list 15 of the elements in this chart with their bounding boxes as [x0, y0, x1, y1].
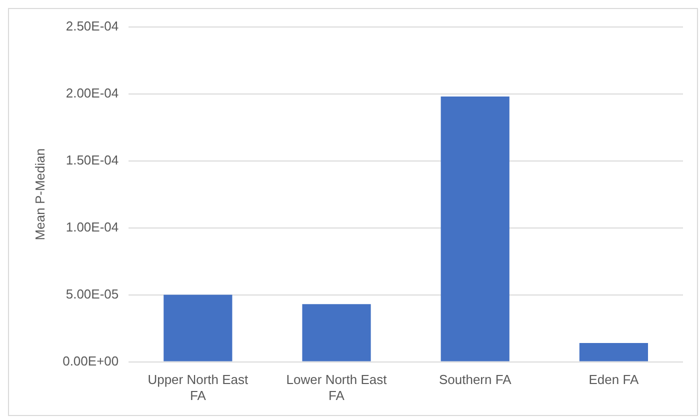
bar	[302, 304, 371, 362]
y-axis-title: Mean P-Median	[32, 148, 48, 240]
x-tick-label: Upper North East FA	[148, 372, 249, 403]
y-tick-label: 1.50E-04	[66, 152, 119, 168]
bar	[164, 294, 232, 362]
x-tick-label: Southern FA	[438, 372, 512, 388]
bar	[579, 343, 648, 362]
y-tick-label: 2.50E-04	[66, 18, 119, 34]
y-tick-label: 2.00E-04	[66, 85, 119, 100]
y-tick-label: 5.00E-05	[66, 286, 119, 302]
bar	[440, 96, 510, 362]
x-tick-label: Eden FA	[588, 372, 639, 388]
y-tick-label: 1.00E-04	[66, 219, 119, 234]
x-tick-label: Lower North East FA	[286, 372, 388, 403]
y-tick-label: 0.00E+00	[62, 353, 119, 368]
